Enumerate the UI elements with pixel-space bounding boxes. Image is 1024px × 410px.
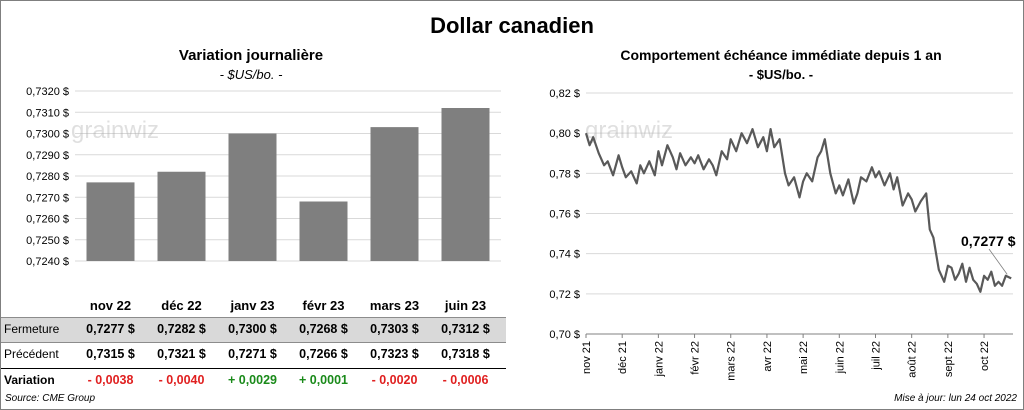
table-cell: - 0,0040 xyxy=(158,373,205,387)
y-tick-label: 0,80 $ xyxy=(549,128,580,140)
left-chart-unit: - $US/bo. - xyxy=(219,67,283,82)
x-tick-label: janv 22 xyxy=(653,341,665,377)
y-tick-label: 0,7310 $ xyxy=(26,107,69,119)
table-cell: 0,7268 $ xyxy=(299,322,348,336)
x-tick-label: déc 21 xyxy=(617,341,629,374)
table-cell: 0,7321 $ xyxy=(157,347,206,361)
table-cell: 0,7271 $ xyxy=(228,347,277,361)
y-tick-label: 0,76 $ xyxy=(549,209,580,221)
bar xyxy=(86,182,135,261)
table-cell: 0,7303 $ xyxy=(370,322,419,336)
annotation-leader xyxy=(988,248,1008,275)
bar xyxy=(228,133,277,261)
row-label: Variation xyxy=(4,373,55,387)
x-tick-label: mai 22 xyxy=(798,341,810,374)
y-tick-label: 0,72 $ xyxy=(549,289,580,301)
y-tick-label: 0,7280 $ xyxy=(26,171,69,183)
table-cell: 0,7277 $ xyxy=(86,322,135,336)
table-cell: 0,7312 $ xyxy=(441,322,490,336)
x-tick-label: août 22 xyxy=(907,341,919,378)
bar xyxy=(441,108,490,261)
x-tick-label: juin 22 xyxy=(834,341,846,374)
category-label: janv 23 xyxy=(229,298,274,313)
x-tick-label: mars 22 xyxy=(726,341,738,381)
table-cell: - 0,0006 xyxy=(442,373,489,387)
table-cell: 0,7266 $ xyxy=(299,347,348,361)
page-title: Dollar canadien xyxy=(430,13,594,38)
y-tick-label: 0,7320 $ xyxy=(26,86,69,98)
y-tick-label: 0,82 $ xyxy=(549,88,580,100)
table-row-fermeture: Fermeture 0,7277 $ 0,7282 $ 0,7300 $ 0,7268… xyxy=(1,317,506,343)
category-label: mars 23 xyxy=(370,298,419,313)
category-label: juin 23 xyxy=(444,298,486,313)
y-tick-label: 0,7250 $ xyxy=(26,235,69,247)
table-cell: - 0,0038 xyxy=(87,373,134,387)
table-cell: 0,7323 $ xyxy=(370,347,419,361)
watermark-text: grainwiz xyxy=(71,117,159,144)
table-row-variation: Variation - 0,0038 - 0,0040 + 0,0029 + 0,00… xyxy=(1,368,506,393)
x-tick-label: sept 22 xyxy=(943,341,955,377)
series-line xyxy=(584,128,1012,293)
y-tick-label: 0,70 $ xyxy=(549,329,580,341)
bar xyxy=(299,201,348,261)
table-cell: 0,7318 $ xyxy=(441,347,490,361)
watermark-text: grainwiz xyxy=(585,117,673,144)
x-tick-label: nov 21 xyxy=(581,341,593,374)
update-note: Mise à jour: lun 24 oct 2022 xyxy=(894,393,1017,404)
line-chart: 0,70 $ 0,72 $ 0,74 $ 0,76 $ 0,78 $ 0,80 $ 0,82… xyxy=(549,88,1016,381)
x-tick-label: juil 22 xyxy=(870,341,882,371)
left-chart-title: Variation journalière xyxy=(178,47,324,64)
bar xyxy=(370,127,419,261)
y-tick-label: 0,7300 $ xyxy=(26,129,69,141)
y-tick-label: 0,7240 $ xyxy=(26,256,69,268)
right-chart-title: Comportement échéance immédiate depuis 1… xyxy=(620,47,942,63)
table-cell: + 0,0029 xyxy=(227,373,277,387)
table-row-precedent: Précédent 0,7315 $ 0,7321 $ 0,7271 $ 0,7266… xyxy=(1,343,506,367)
y-tick-label: 0,7290 $ xyxy=(26,150,69,162)
row-label: Précédent xyxy=(4,347,59,361)
y-tick-label: 0,7260 $ xyxy=(26,214,69,226)
row-label: Fermeture xyxy=(4,322,60,336)
last-value-label: 0,7277 $ xyxy=(961,233,1016,249)
x-tick-label: févr 22 xyxy=(690,341,702,375)
category-label: févr 23 xyxy=(303,298,345,313)
category-label: déc 22 xyxy=(161,298,201,313)
x-tick-label: oct 22 xyxy=(979,341,991,371)
bar-chart: 0,7240 $ 0,7250 $ 0,7260 $ 0,7270 $ 0,7280 $… xyxy=(26,86,501,313)
right-chart-unit: - $US/bo. - xyxy=(748,67,814,82)
y-tick-label: 0,7270 $ xyxy=(26,192,69,204)
category-label: nov 22 xyxy=(90,298,131,313)
y-tick-label: 0,78 $ xyxy=(549,168,580,180)
table-cell: + 0,0001 xyxy=(298,373,348,387)
source-note: Source: CME Group xyxy=(5,393,96,404)
table-cell: 0,7315 $ xyxy=(86,347,135,361)
table-cell: - 0,0020 xyxy=(371,373,418,387)
x-tick-label: avr 22 xyxy=(762,341,774,372)
table-cell: 0,7282 $ xyxy=(157,322,206,336)
bar xyxy=(157,171,206,261)
y-tick-label: 0,74 $ xyxy=(549,249,580,261)
table-cell: 0,7300 $ xyxy=(228,322,277,336)
